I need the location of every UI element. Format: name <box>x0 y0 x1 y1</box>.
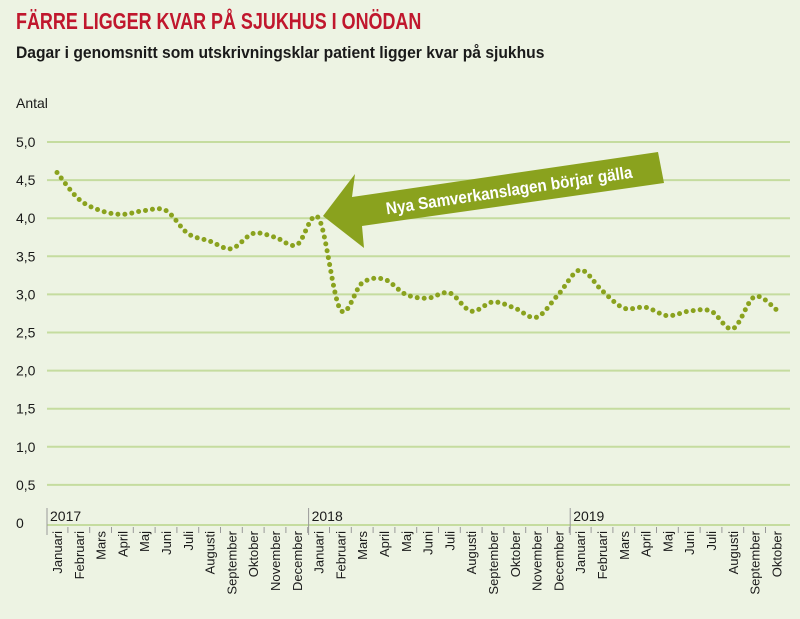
x-tick-label: Juli <box>704 531 719 551</box>
x-tick-label: December <box>290 530 305 591</box>
x-tick-label: Juni <box>421 531 436 555</box>
x-tick-label: Mars <box>617 531 632 560</box>
x-tick-label: Augusti <box>464 531 479 574</box>
x-tick-label: Januari <box>312 531 327 574</box>
year-label: 2018 <box>312 508 343 524</box>
y-tick-label: 2,5 <box>16 325 36 341</box>
x-tick-label: Juni <box>682 531 697 555</box>
x-tick-label: September <box>486 530 501 594</box>
chart-title: FÄRRE LIGGER KVAR PÅ SJUKHUS I ONÖDAN <box>16 8 422 34</box>
x-tick-label: September <box>748 530 763 594</box>
x-tick-label: Mars <box>355 531 370 560</box>
x-tick-label: Januari <box>573 531 588 574</box>
arrow-shape <box>323 152 664 248</box>
year-label: 2019 <box>573 508 604 524</box>
x-tick-label: Maj <box>399 531 414 552</box>
x-tick-label: Juli <box>442 531 457 551</box>
x-tick-label: November <box>530 530 545 591</box>
annotation-arrow: Nya Samverkanslagen börjar gälla <box>323 152 664 248</box>
x-tick-label: Oktober <box>246 530 261 577</box>
y-tick-label: 0,5 <box>16 477 36 493</box>
x-tick-label: Juli <box>181 531 196 551</box>
y-tick-label: 3,5 <box>16 248 36 264</box>
x-tick-label: Juni <box>159 531 174 555</box>
x-tick-label: Oktober <box>508 530 523 577</box>
chart-subtitle: Dagar i genomsnitt som utskrivningsklar … <box>16 43 545 62</box>
x-tick-label: Januari <box>50 531 65 574</box>
y-tick-label: 1,5 <box>16 401 36 417</box>
y-tick-label: 1,0 <box>16 439 36 455</box>
x-tick-label: Februari <box>333 531 348 580</box>
x-tick-label: Maj <box>137 531 152 552</box>
x-tick-label: November <box>268 530 283 591</box>
x-tick-label: December <box>551 530 566 591</box>
year-label: 2017 <box>50 508 81 524</box>
y-tick-label: 4,0 <box>16 210 36 226</box>
y-axis-label: Antal <box>16 95 48 111</box>
y-tick-label: 4,5 <box>16 172 36 188</box>
y-tick-label: 3,0 <box>16 286 36 302</box>
x-tick-label: April <box>115 531 130 557</box>
x-tick-label: Augusti <box>203 531 218 574</box>
y-tick-label: 5,0 <box>16 134 36 150</box>
x-tick-label: Februari <box>595 531 610 580</box>
y-tick-label: 2,0 <box>16 363 36 379</box>
x-tick-label: September <box>224 530 239 594</box>
x-tick-label: Mars <box>94 531 109 560</box>
y-tick-label: 0 <box>16 515 24 531</box>
x-tick-label: April <box>639 531 654 557</box>
x-tick-label: Februari <box>72 531 87 580</box>
x-tick-label: Maj <box>660 531 675 552</box>
series-line <box>54 169 779 332</box>
x-tick-label: April <box>377 531 392 557</box>
x-tick-label: Oktober <box>769 530 784 577</box>
x-tick-label: Augusti <box>726 531 741 574</box>
